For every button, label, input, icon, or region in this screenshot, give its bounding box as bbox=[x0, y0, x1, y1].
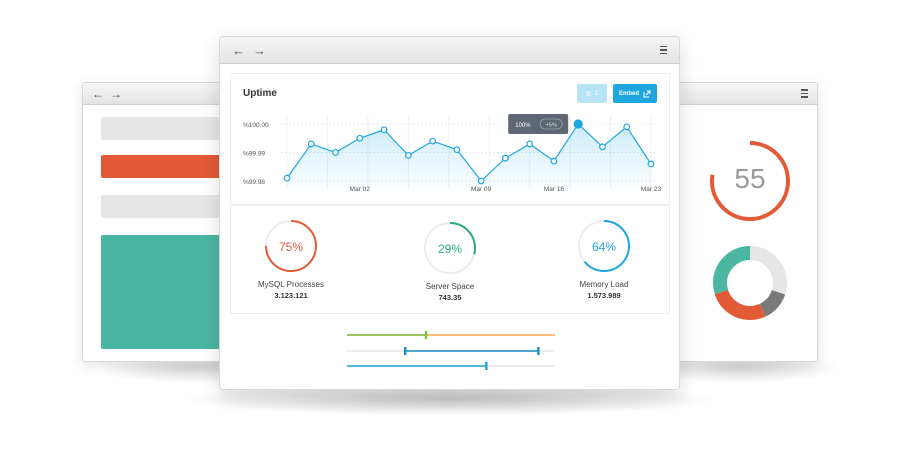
data-point bbox=[599, 143, 606, 151]
uptime-panel: Uptime ⚙ 1 Embed %100.00 %99.99 %99.98 Mar … bbox=[230, 73, 670, 205]
donut-chart bbox=[713, 246, 787, 320]
y-tick-label: %99.99 bbox=[243, 151, 265, 158]
uptime-chart: %100.00 %99.99 %99.98 Mar 02 Mar 09 Mar 16 Mar… bbox=[243, 114, 662, 193]
donut-segment bbox=[713, 246, 787, 320]
stat-percent: 29% bbox=[437, 242, 463, 256]
hamburger-menu-icon[interactable] bbox=[801, 89, 808, 98]
data-point bbox=[453, 146, 461, 154]
tooltip-badge bbox=[539, 118, 563, 130]
stat-ring bbox=[424, 222, 476, 274]
chart-title: Uptime bbox=[243, 88, 277, 99]
data-point bbox=[550, 157, 558, 165]
stat-value: 1.573.989 bbox=[587, 291, 621, 300]
back-arrow-icon[interactable]: ← bbox=[92, 86, 104, 101]
data-point bbox=[647, 160, 655, 168]
data-point bbox=[332, 149, 339, 156]
tooltip-value: 100% bbox=[515, 123, 531, 129]
x-tick-label: Mar 02 bbox=[350, 186, 371, 193]
ring-progress bbox=[265, 220, 317, 272]
slider bbox=[347, 331, 555, 339]
slider-handle bbox=[404, 347, 407, 355]
left-titlebar: ← → bbox=[83, 83, 251, 105]
stat-ring bbox=[578, 220, 630, 272]
slider-handle bbox=[424, 331, 428, 339]
slider-handle bbox=[537, 347, 540, 355]
forward-arrow-icon[interactable]: → bbox=[110, 86, 122, 101]
data-point bbox=[502, 154, 509, 162]
right-graphics bbox=[710, 141, 790, 320]
main-window: ← → Uptime ⚙ 1 Embed %100.00 %99.99 %99.98… bbox=[219, 36, 680, 390]
ring-progress bbox=[578, 220, 630, 272]
settings-count: 1 bbox=[594, 90, 599, 97]
data-point bbox=[573, 119, 583, 129]
stat-label: Server Space bbox=[425, 282, 475, 291]
stat-value: 3.123.121 bbox=[274, 291, 308, 300]
stat-ring bbox=[265, 220, 317, 272]
placeholder-bar bbox=[101, 195, 251, 218]
stat-percent: 75% bbox=[278, 240, 304, 254]
x-tick-label: Mar 09 bbox=[471, 186, 492, 193]
nav-arrows: ← → bbox=[92, 88, 122, 100]
stat-item: 75% MySQL Processes 3.123.121 bbox=[236, 218, 346, 300]
x-tick-label: Mar 23 bbox=[641, 186, 662, 193]
data-point bbox=[429, 137, 437, 145]
stat-label: MySQL Processes bbox=[258, 280, 324, 289]
stat-item: 64% Memory Load 1.573.989 bbox=[549, 218, 659, 300]
embed-label: Embed bbox=[618, 90, 639, 97]
data-point bbox=[307, 140, 315, 148]
stat-value: 743.35 bbox=[438, 293, 462, 302]
sliders bbox=[347, 331, 555, 370]
forward-arrow-icon[interactable]: → bbox=[253, 42, 266, 58]
placeholder-bar bbox=[101, 117, 251, 140]
data-point bbox=[404, 151, 412, 159]
settings-button[interactable]: ⚙ 1 bbox=[577, 84, 607, 103]
gear-icon: ⚙ bbox=[585, 90, 592, 98]
ring-progress bbox=[424, 222, 476, 274]
gauge-ring bbox=[710, 141, 790, 221]
donut-segment bbox=[713, 246, 787, 320]
chart-tooltip: 100% +5% bbox=[508, 114, 569, 134]
back-arrow-icon[interactable]: ← bbox=[232, 42, 245, 58]
embed-button[interactable]: Embed bbox=[613, 84, 657, 103]
stats-panel: 75% MySQL Processes 3.123.121 29% Server Spa… bbox=[230, 205, 670, 314]
slider-handle bbox=[485, 362, 488, 370]
share-icon bbox=[643, 90, 651, 97]
right-titlebar bbox=[661, 83, 817, 105]
hamburger-menu-icon[interactable] bbox=[660, 45, 667, 55]
stat-label: Memory Load bbox=[579, 280, 629, 289]
y-tick-label: %99.98 bbox=[243, 179, 265, 186]
main-titlebar: ← → bbox=[220, 37, 679, 64]
x-tick-label: Mar 16 bbox=[544, 186, 565, 193]
data-point bbox=[356, 134, 364, 142]
accent-bar bbox=[101, 155, 251, 178]
stat-item: 29% Server Space 743.35 bbox=[395, 220, 505, 302]
data-point bbox=[380, 126, 388, 134]
nav-arrows: ← → bbox=[232, 44, 266, 57]
slider bbox=[347, 347, 555, 355]
right-window: 55 bbox=[660, 82, 818, 362]
data-point bbox=[526, 140, 534, 148]
tooltip-badge-text: +5% bbox=[546, 123, 557, 129]
stat-percent: 64% bbox=[591, 240, 617, 254]
slider bbox=[347, 362, 555, 370]
series-line bbox=[286, 123, 652, 182]
data-point bbox=[477, 177, 485, 185]
gauge-value: 55 bbox=[734, 163, 766, 194]
series-area bbox=[287, 124, 651, 189]
data-point bbox=[623, 123, 631, 131]
y-tick-label: %100.00 bbox=[243, 122, 269, 129]
data-point bbox=[283, 174, 291, 182]
